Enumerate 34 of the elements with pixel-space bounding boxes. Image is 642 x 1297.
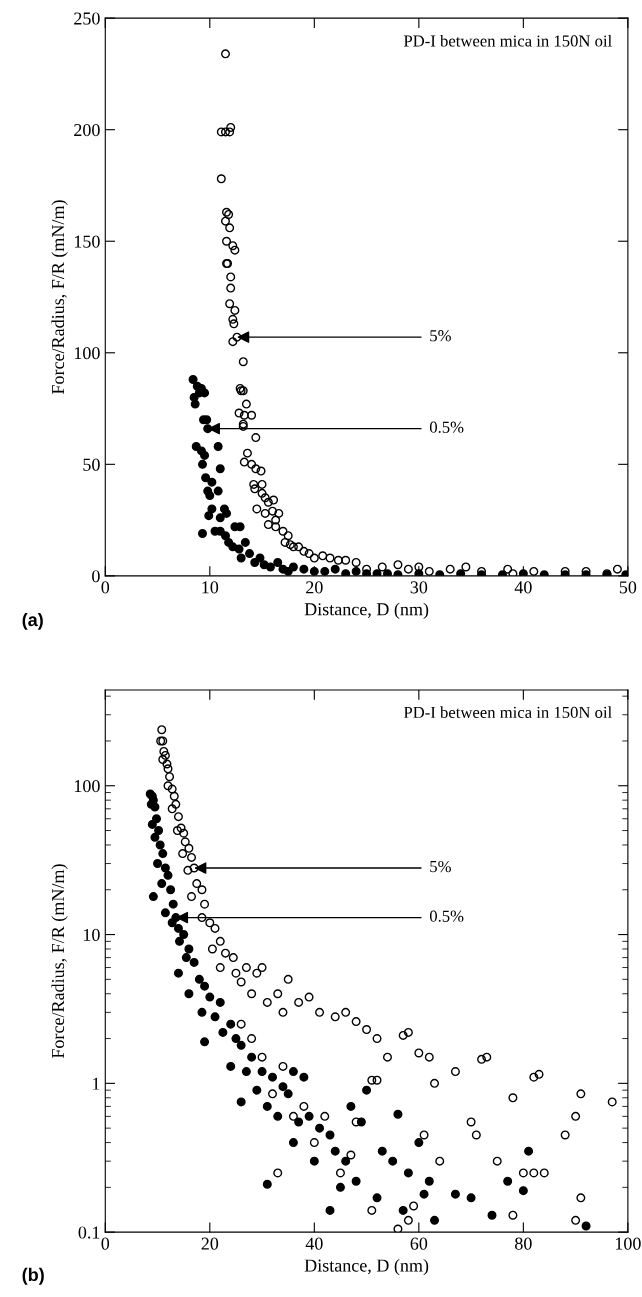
y-tick-label: 200 (74, 123, 100, 137)
x-tick-label: 20 (306, 581, 323, 594)
text: PD-I between mica in 150N oil (403, 706, 612, 718)
x-tick-label: 100 (615, 1237, 641, 1250)
x-tick-label: 40 (305, 1237, 323, 1250)
y-tick-label: 250 (74, 12, 100, 25)
x-axis-title: Distance, D (nm) (304, 602, 429, 620)
y-axis-title: Force/Radius, F/R (mN/m) (51, 200, 68, 395)
annotation: 0.5% (429, 421, 464, 433)
y-tick-label: 1 (92, 1077, 100, 1090)
x-tick-label: 80 (515, 1237, 532, 1250)
y-axis-title: Force/Radius, F/R (mN/m) (51, 864, 68, 1059)
text: (a) (22, 612, 43, 630)
x-tick-label: 30 (410, 581, 428, 594)
y-tick-label: 0.1 (78, 1226, 100, 1239)
annotation: 5% (430, 330, 451, 342)
text: (b) (22, 1267, 44, 1285)
x-tick-label: 50 (619, 581, 637, 594)
x-axis-title: Distance, D (nm) (304, 1258, 429, 1276)
x-tick-label: 20 (201, 1237, 219, 1250)
text: PD-I between mica in 150N oil (403, 34, 612, 47)
y-tick-label: 0 (92, 570, 100, 583)
x-tick-label: 60 (410, 1237, 428, 1250)
y-tick-label: 100 (74, 347, 100, 360)
y-tick-label: 10 (83, 928, 100, 941)
annotation: 0.5% (429, 910, 464, 922)
annotation: 5% (430, 860, 451, 873)
x-tick-label: 10 (202, 581, 219, 594)
y-tick-label: 50 (83, 458, 100, 471)
y-tick-label: 150 (74, 235, 100, 248)
x-tick-label: 40 (514, 581, 532, 594)
x-tick-label: 0 (101, 581, 110, 594)
x-tick-label: 0 (101, 1237, 110, 1250)
y-tick-label: 100 (74, 780, 100, 793)
